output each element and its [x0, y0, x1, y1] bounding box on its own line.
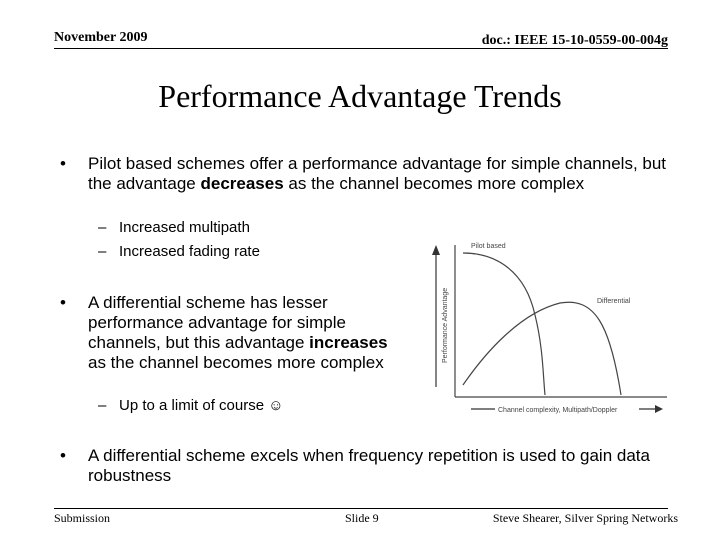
- pilot-based-curve: [462, 252, 546, 396]
- header-doc-id: doc.: IEEE 15-10-0559-00-004g: [481, 33, 668, 48]
- sub-bullet-marker: –: [98, 219, 107, 236]
- bullet-1-pre: Pilot based schemes offer a performance …: [88, 154, 667, 193]
- pilot-based-label: Pilot based: [471, 243, 506, 250]
- bullet-1-text: Pilot based schemes offer a performance …: [88, 154, 688, 194]
- sub-bullet-multipath: Increased multipath: [119, 219, 250, 236]
- y-axis-arrowhead: [432, 245, 440, 255]
- bullet-2-post: as the channel becomes more complex: [88, 353, 384, 372]
- bullet-1-bold: decreases: [200, 174, 284, 193]
- sub-bullet-marker: –: [98, 243, 107, 260]
- bullet-2-text: A differential scheme has lesser perform…: [88, 293, 408, 373]
- bullet-marker: •: [60, 446, 66, 465]
- footer-divider: [54, 508, 668, 509]
- bullet-3-text: A differential scheme excels when freque…: [88, 446, 650, 485]
- header-date: November 2009: [54, 30, 148, 45]
- bullet-1-post: as the channel becomes more complex: [283, 174, 585, 193]
- x-axis-label: Channel complexity, Multipath/Doppler: [498, 407, 618, 414]
- footer-slide-number: Slide 9: [345, 511, 379, 525]
- footer-author: Steve Shearer, Silver Spring Networks: [492, 511, 678, 525]
- sub-bullet-fading: Increased fading rate: [119, 243, 260, 260]
- bullet-2-bold: increases: [309, 333, 388, 352]
- header-divider: [54, 48, 668, 49]
- sub-bullet-limit: Up to a limit of course ☺: [119, 397, 284, 414]
- bullet-2-pre: A differential scheme has lesser perform…: [88, 293, 346, 352]
- slide-title: Performance Advantage Trends: [158, 78, 562, 114]
- differential-label: Differential: [597, 298, 631, 305]
- bullet-marker: •: [60, 154, 66, 173]
- bullet-marker: •: [60, 293, 66, 312]
- differential-curve: [462, 301, 622, 396]
- x-axis-arrowhead: [655, 405, 663, 413]
- sub-bullet-marker: –: [98, 397, 107, 414]
- footer-submission: Submission: [54, 511, 111, 525]
- performance-trend-figure: Performance Advantage Channel complexity…: [432, 243, 667, 414]
- y-axis-label: Performance Advantage: [442, 288, 449, 363]
